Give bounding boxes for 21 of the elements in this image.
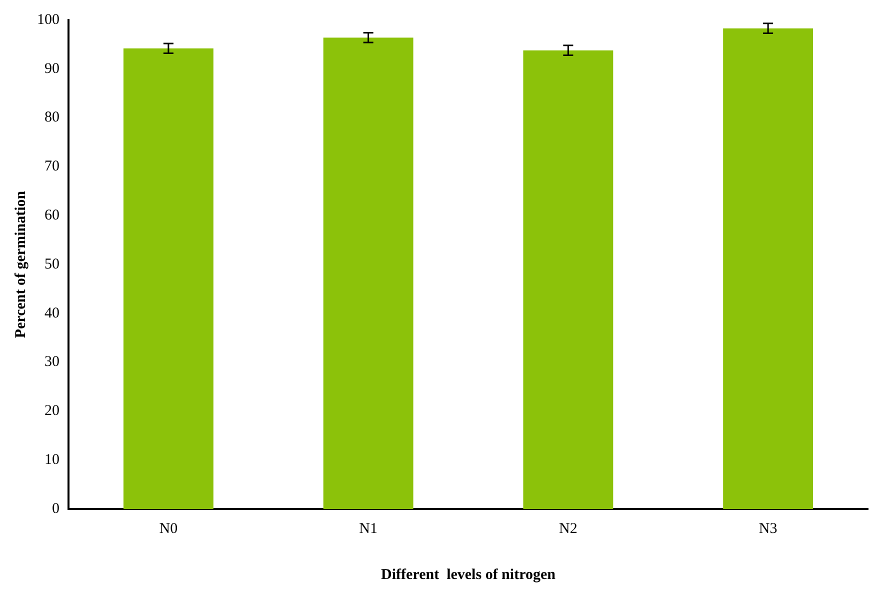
y-tick-label: 60	[44, 208, 60, 224]
bar	[323, 38, 414, 509]
y-tick-label: 30	[44, 354, 60, 370]
x-tick-label: N3	[758, 520, 778, 537]
bar	[523, 50, 614, 509]
y-tick-label: 80	[44, 110, 60, 126]
y-tick-label: 90	[44, 60, 60, 77]
y-axis-title: Percent of germination	[12, 190, 29, 338]
bar	[723, 28, 814, 509]
y-tick-label: 40	[44, 305, 60, 322]
y-tick-label: 10	[44, 452, 60, 468]
x-tick-label: N2	[559, 520, 578, 537]
x-tick-label: N0	[159, 520, 178, 537]
y-tick-label: 100	[37, 12, 60, 28]
x-tick-label: N1	[359, 520, 378, 537]
x-axis-title: Different levels of nitrogen	[381, 566, 556, 583]
y-tick-label: 50	[44, 256, 60, 272]
bar	[123, 48, 214, 509]
y-tick-label: 70	[44, 158, 60, 175]
y-tick-label: 0	[52, 500, 60, 517]
y-tick-label: 20	[44, 403, 60, 420]
